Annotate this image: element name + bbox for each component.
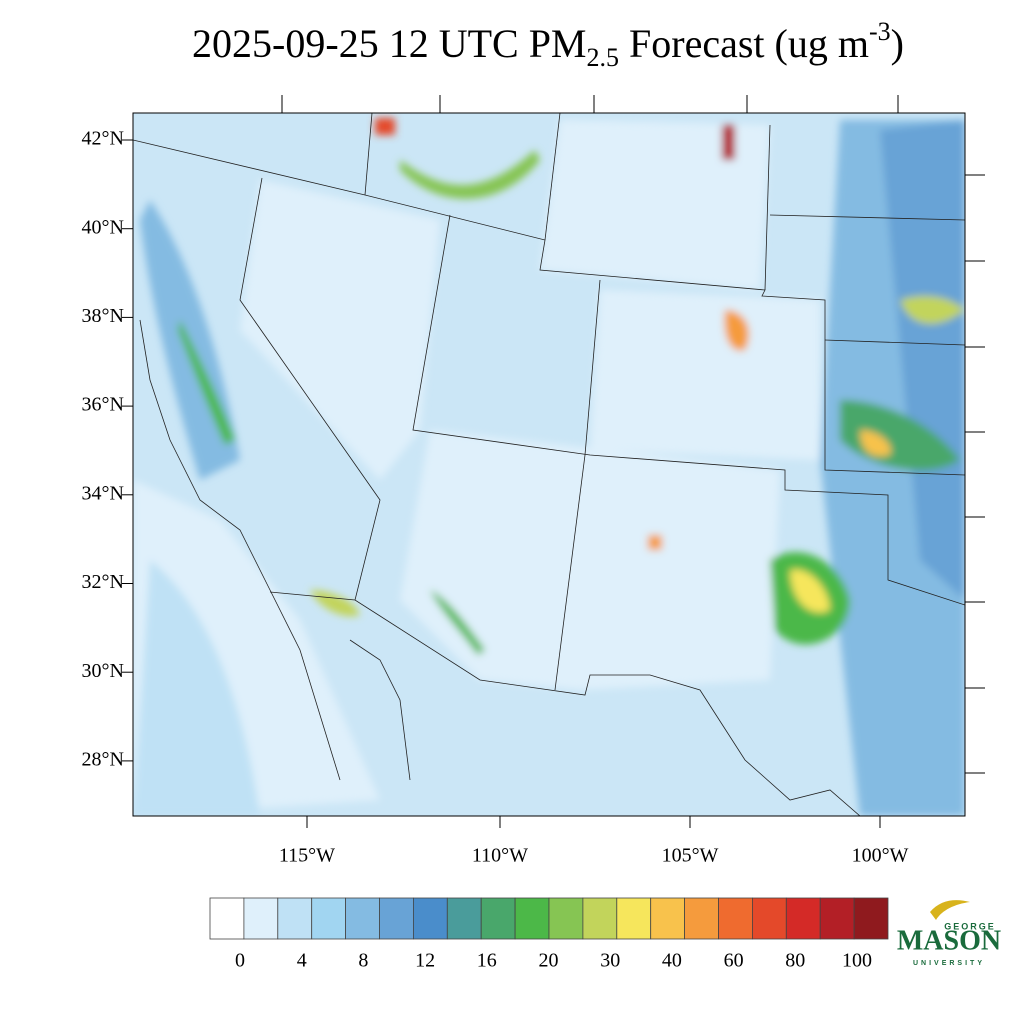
lat-label: 28°N — [82, 748, 124, 770]
colorbar-box — [684, 897, 719, 940]
colorbar-label: 0 — [235, 950, 245, 972]
colorbar-box — [514, 897, 550, 940]
lon-label: 100°W — [852, 845, 909, 867]
map-frame — [132, 112, 966, 817]
colorbar: 0 4 8 12 16 20 30 40 60 80 100 — [209, 897, 889, 972]
lon-labels: 115°W 110°W 105°W 100°W — [279, 845, 909, 867]
lat-label: 36°N — [82, 394, 124, 416]
map-title: 2025-09-25 12 UTC PM2.5 Forecast (ug m-3… — [192, 17, 904, 72]
colorbar-box — [548, 897, 584, 940]
colorbar-box — [752, 897, 787, 940]
pm25-field — [133, 113, 965, 816]
axis-ticks — [122, 95, 985, 828]
lat-label: 40°N — [82, 216, 124, 238]
colorbar-box — [480, 897, 516, 940]
colorbar-box — [243, 897, 279, 940]
colorbar-box — [446, 897, 482, 940]
lat-labels: 42°N 40°N 38°N 36°N 34°N 32°N 30°N 28°N — [82, 128, 124, 771]
colorbar-box — [785, 897, 821, 940]
lon-label: 110°W — [472, 845, 528, 867]
lat-label: 38°N — [82, 305, 124, 327]
colorbar-box — [379, 897, 414, 940]
lat-label: 42°N — [82, 128, 124, 150]
colorbar-label: 80 — [785, 950, 805, 972]
colorbar-box — [616, 897, 652, 940]
colorbar-label: 12 — [415, 950, 435, 972]
logo-top: GEORGE — [944, 921, 996, 931]
colorbar-box — [650, 897, 686, 940]
colorbar-label: 4 — [297, 950, 307, 972]
lon-label: 115°W — [279, 845, 335, 867]
colorbar-label: 20 — [539, 950, 559, 972]
lon-label: 105°W — [662, 845, 719, 867]
colorbar-label: 30 — [600, 950, 620, 972]
lat-label: 30°N — [82, 660, 124, 682]
logo-bottom: UNIVERSITY — [913, 960, 985, 967]
colorbar-box — [311, 897, 347, 940]
logo: GEORGE MASON UNIVERSITY — [897, 900, 1001, 967]
lat-label: 34°N — [82, 482, 124, 504]
colorbar-box — [412, 897, 448, 940]
colorbar-box — [345, 897, 380, 940]
colorbar-box — [819, 897, 855, 940]
colorbar-box — [209, 897, 245, 940]
colorbar-label: 16 — [477, 950, 497, 972]
logo-main: MASON — [897, 925, 1001, 956]
lat-label: 32°N — [82, 571, 124, 593]
colorbar-label: 60 — [724, 950, 744, 972]
colorbar-box — [582, 897, 618, 940]
colorbar-box — [853, 897, 889, 940]
colorbar-label: 100 — [842, 950, 872, 972]
colorbar-box — [718, 897, 753, 940]
colorbar-label: 8 — [358, 950, 368, 972]
colorbar-label: 40 — [662, 950, 682, 972]
colorbar-box — [277, 897, 313, 940]
